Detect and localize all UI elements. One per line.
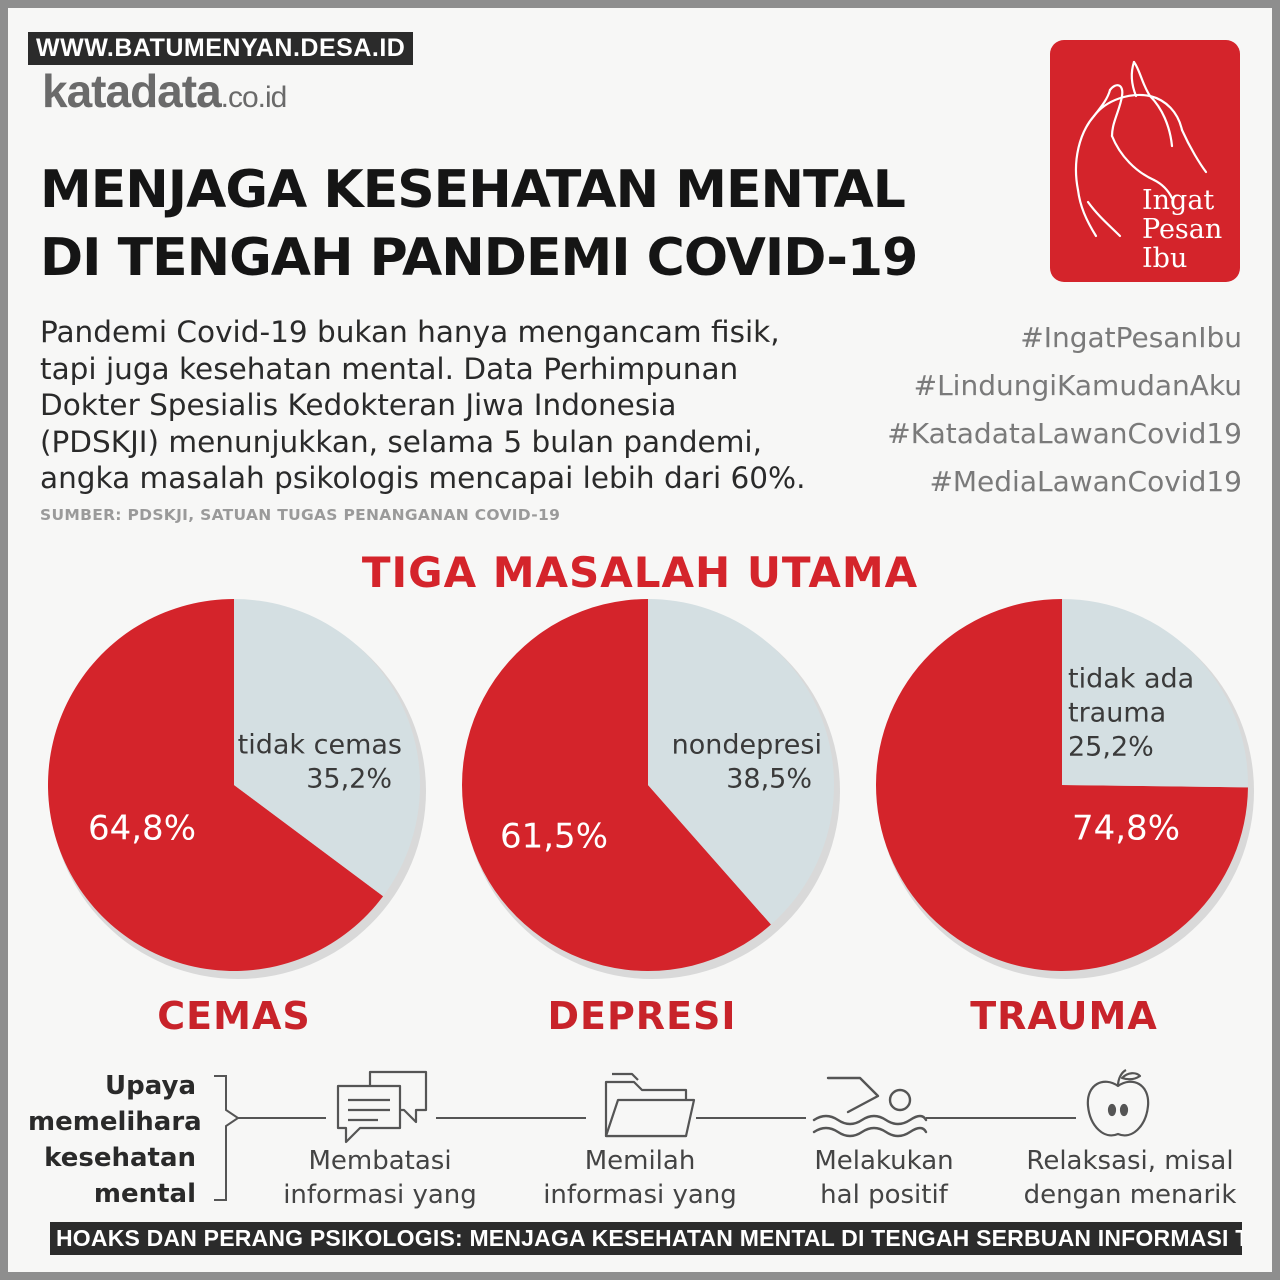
apple-icon bbox=[1086, 1069, 1150, 1137]
upaya-item-1: Membatasi informasi yang bbox=[260, 1144, 500, 1212]
source-note: SUMBER: PDSKJI, SATUAN TUGAS PENANGANAN … bbox=[40, 506, 561, 524]
upaya-connectors bbox=[214, 1075, 1076, 1201]
logo-name: katadata bbox=[42, 65, 222, 117]
upaya-item-line: informasi yang bbox=[283, 1180, 477, 1210]
intro-line-5: angka masalah psikologis mencapai lebih … bbox=[40, 461, 806, 495]
pie-slice-depresi-negative bbox=[648, 599, 834, 925]
hashtag: #MediaLawanCovid19 bbox=[929, 465, 1242, 498]
hashtag: #LindungiKamudanAku bbox=[913, 369, 1242, 402]
caption-banner: HOAKS DAN PERANG PSIKOLOGIS: MENJAGA KES… bbox=[50, 1222, 1242, 1255]
pie-value-label-cemas: 64,8% bbox=[88, 809, 196, 849]
pie-slice-trauma-positive bbox=[875, 599, 1248, 971]
pie-value-label-trauma-negative: 25,2% bbox=[1068, 732, 1154, 763]
upaya-item-line: Memilah bbox=[584, 1146, 696, 1176]
badge-text: Ingat Pesan Ibu bbox=[1142, 186, 1222, 273]
badge-line-1: Ingat bbox=[1142, 185, 1215, 216]
section-title: TIGA MASALAH UTAMA bbox=[361, 548, 919, 597]
pie-value-label-trauma: 74,8% bbox=[1072, 809, 1180, 849]
watermark: WWW.BATUMENYAN.DESA.ID bbox=[28, 32, 414, 65]
intro-line-2: tapi juga kesehatan mental. Data Perhimp… bbox=[40, 351, 739, 386]
hashtag: #KatadataLawanCovid19 bbox=[887, 417, 1242, 450]
upaya-item-line: dengan menarik bbox=[1023, 1180, 1237, 1210]
upaya-item-line: Membatasi bbox=[308, 1146, 452, 1176]
page-title: MENJAGA KESEHATAN MENTAL DI TENGAH PANDE… bbox=[40, 156, 1000, 292]
pie-slice-depresi-positive bbox=[462, 599, 772, 972]
badge-line-3: Ibu bbox=[1142, 243, 1188, 274]
upaya-heading-line: Upaya bbox=[105, 1071, 196, 1101]
title-line-2: DI TENGAH PANDEMI COVID-19 bbox=[40, 228, 918, 288]
badge-line-2: Pesan bbox=[1142, 214, 1223, 245]
pie-category-label-depresi: nondepresi bbox=[672, 730, 822, 761]
hands-icon bbox=[1074, 60, 1208, 238]
pie-value-label-depresi-negative: 38,5% bbox=[726, 764, 812, 795]
pie-category-label-cemas: tidak cemas bbox=[238, 730, 402, 761]
title-line-1: MENJAGA KESEHATAN MENTAL bbox=[40, 160, 906, 220]
upaya-heading-line: memelihara bbox=[28, 1107, 202, 1137]
upaya-item-line: Relaksasi, misal bbox=[1026, 1146, 1234, 1176]
logo-suffix: .co.id bbox=[220, 81, 288, 114]
katadata-logo: katadata.co.id bbox=[42, 64, 288, 118]
upaya-item-line: informasi yang bbox=[543, 1180, 737, 1210]
upaya-item-line: Melakukan bbox=[814, 1146, 954, 1176]
upaya-item-4: Relaksasi, misal dengan menarik bbox=[1000, 1144, 1260, 1212]
upaya-item-2: Memilah informasi yang bbox=[520, 1144, 760, 1212]
upaya-item-line: hal positif bbox=[820, 1180, 948, 1210]
pie-title-depresi: DEPRESI bbox=[547, 994, 737, 1038]
pie-category-label-trauma: tidak ada bbox=[1068, 664, 1194, 695]
pie-slice-cemas-positive bbox=[47, 598, 384, 971]
pie-value-label-depresi: 61,5% bbox=[500, 817, 608, 857]
intro-line-4: (PDSKJI) menunjukkan, selama 5 bulan pan… bbox=[40, 424, 763, 459]
pie-title-trauma: TRAUMA bbox=[970, 994, 1158, 1038]
folder-icon bbox=[604, 1072, 696, 1138]
upaya-heading: Upaya memelihara kesehatan mental bbox=[28, 1068, 202, 1212]
chat-bubbles-icon bbox=[336, 1070, 428, 1144]
swimmer-icon bbox=[812, 1076, 928, 1138]
pie-category-label-trauma: trauma bbox=[1068, 698, 1166, 729]
intro-line-1: Pandemi Covid-19 bukan hanya mengancam f… bbox=[40, 315, 780, 349]
hashtag: #IngatPesanIbu bbox=[1020, 321, 1242, 354]
hashtag-list: #IngatPesanIbu #LindungiKamudanAku #Kata… bbox=[887, 314, 1242, 506]
pie-slice-cemas-negative bbox=[234, 599, 420, 897]
pie-slice-trauma-negative bbox=[1062, 599, 1248, 788]
intro-paragraph: Pandemi Covid-19 bukan hanya mengancam f… bbox=[40, 314, 850, 497]
intro-line-3: Dokter Spesialis Kedokteran Jiwa Indones… bbox=[40, 388, 677, 422]
ingat-pesan-ibu-badge: Ingat Pesan Ibu bbox=[1050, 40, 1240, 282]
infographic: katadata.co.id WWW.BATUMENYAN.DESA.ID ME… bbox=[8, 8, 1272, 1272]
pie-title-cemas: CEMAS bbox=[157, 994, 311, 1038]
upaya-heading-line: mental bbox=[93, 1179, 196, 1209]
pie-value-label-cemas-negative: 35,2% bbox=[306, 764, 392, 795]
upaya-item-3: Melakukan hal positif bbox=[764, 1144, 1004, 1212]
upaya-heading-line: kesehatan bbox=[44, 1143, 196, 1173]
